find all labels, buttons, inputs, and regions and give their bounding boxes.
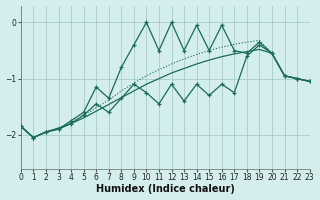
X-axis label: Humidex (Indice chaleur): Humidex (Indice chaleur) (96, 184, 235, 194)
